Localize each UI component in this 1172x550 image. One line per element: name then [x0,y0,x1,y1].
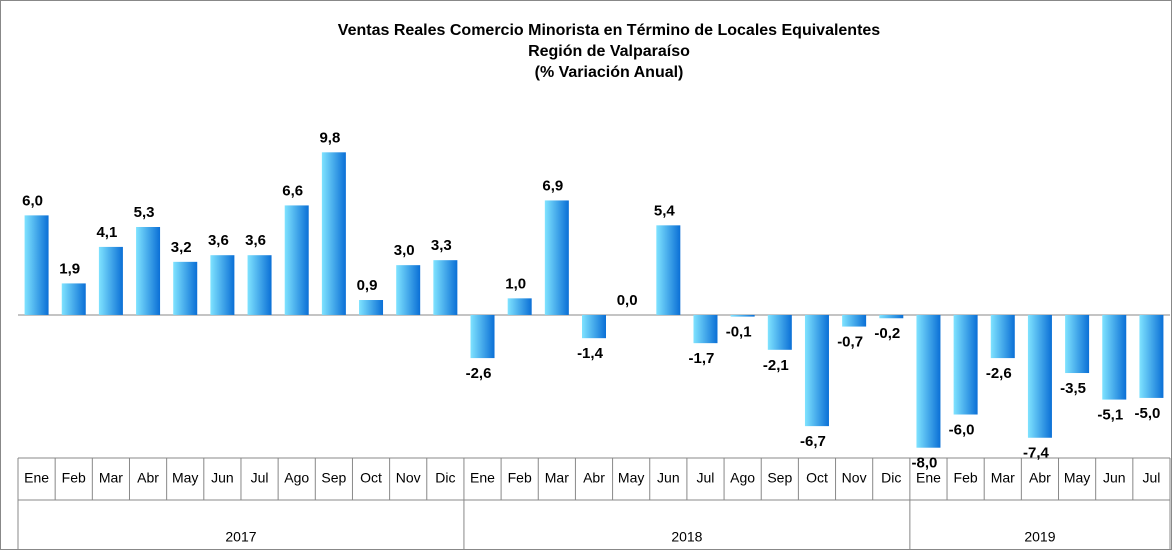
x-tick-label: Jul [697,470,715,486]
bar [1102,314,1127,400]
data-label: -5,1 [1097,407,1123,424]
data-label: -2,6 [466,365,492,382]
bar [582,314,606,339]
data-label: -2,6 [986,365,1012,382]
data-label: 5,4 [654,202,676,219]
data-label: -1,4 [577,345,604,362]
bar [804,314,829,427]
x-tick-label: Oct [806,470,828,486]
bar [284,205,309,315]
bar [396,265,421,315]
data-label: 6,0 [22,192,43,209]
data-label: -0,1 [726,324,752,341]
data-label: 3,0 [394,242,415,259]
chart-title: Ventas Reales Comercio Minorista en Térm… [338,22,881,39]
bar [656,225,681,315]
x-tick-label: Jul [251,470,269,486]
data-label: 1,9 [59,260,80,277]
bar [842,314,867,327]
bar [544,200,569,315]
x-tick-label: May [1064,470,1090,486]
data-label: -6,7 [800,433,826,450]
data-label: 6,9 [542,177,563,194]
data-label: -6,0 [949,421,975,438]
bar [507,298,532,315]
x-tick-label: Jun [1103,470,1126,486]
data-label: 5,3 [134,204,155,221]
data-label: 0,9 [357,277,378,294]
group-label: 2017 [225,529,256,545]
data-label: -3,5 [1060,380,1086,397]
data-label: -1,7 [689,350,715,367]
x-tick-label: Ene [916,470,941,486]
bar [136,226,161,315]
bar [210,255,235,315]
x-tick-label: Feb [62,470,86,486]
bar [990,314,1015,359]
data-label: 0,0 [617,292,638,309]
x-tick-label: Jul [1142,470,1160,486]
x-tick-label: Mar [99,470,123,486]
data-label: -0,7 [837,334,863,351]
x-tick-label: Ago [284,470,309,486]
x-tick-label: Ene [24,470,49,486]
data-label: 3,3 [431,237,452,254]
x-tick-label: Feb [954,470,978,486]
bar [173,261,198,315]
data-label: -7,4 [1023,445,1050,462]
bar [1027,314,1052,438]
bar [247,255,272,315]
x-tick-label: Feb [508,470,532,486]
bar [470,314,495,359]
bar [24,215,49,315]
bar [433,260,458,315]
group-label: 2018 [671,529,702,545]
bar [61,283,86,315]
data-label: -2,1 [763,357,789,374]
data-label: 6,6 [282,182,303,199]
x-tick-label: Abr [1029,470,1051,486]
bar [916,314,941,448]
bar [879,314,904,319]
bar [767,314,792,350]
group-label: 2019 [1024,529,1055,545]
data-label: 1,0 [505,275,526,292]
x-tick-label: Nov [396,470,421,486]
x-tick-label: Abr [583,470,605,486]
x-tick-label: Nov [842,470,867,486]
x-tick-label: Jun [657,470,680,486]
data-label: 9,8 [319,129,340,146]
bar [359,300,384,315]
data-label: -0,2 [874,325,900,342]
data-label: -5,0 [1134,405,1160,422]
x-tick-label: May [172,470,198,486]
bar [321,152,346,315]
bar [730,314,755,317]
data-label: 3,6 [245,232,266,249]
x-tick-label: Ago [730,470,755,486]
x-tick-label: Sep [321,470,346,486]
x-tick-label: Mar [991,470,1015,486]
data-label: 3,2 [171,239,192,256]
chart-title: Región de Valparaíso [528,43,690,60]
bar [953,314,978,415]
x-tick-label: Jun [211,470,234,486]
bar [98,246,123,315]
data-label: 3,6 [208,232,229,249]
bar [693,314,718,344]
chart-title: (% Variación Anual) [535,64,684,81]
x-tick-label: Oct [360,470,382,486]
x-tick-label: Mar [545,470,569,486]
x-tick-label: Dic [881,470,901,486]
x-tick-label: May [618,470,644,486]
x-tick-label: Sep [767,470,792,486]
x-tick-label: Dic [435,470,455,486]
x-tick-label: Abr [137,470,159,486]
x-tick-label: Ene [470,470,495,486]
data-label: -8,0 [912,455,938,472]
data-label: 4,1 [96,224,117,241]
bar [1139,314,1164,398]
bar [1065,314,1090,374]
